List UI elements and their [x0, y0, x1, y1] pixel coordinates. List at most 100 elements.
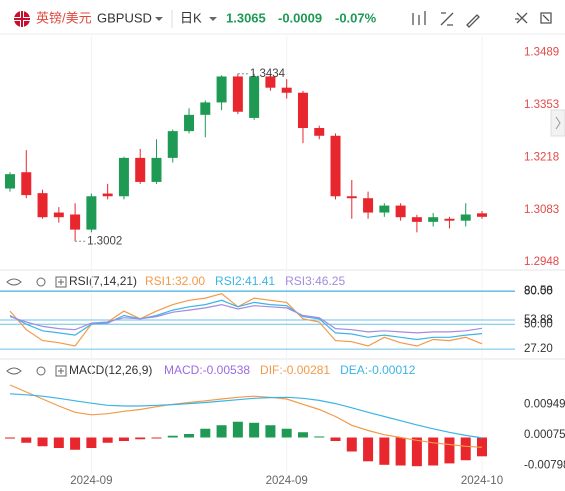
candle-body [184, 114, 195, 132]
fullscreen-button[interactable] [540, 12, 552, 24]
candle-body [216, 76, 227, 103]
macd-bar [265, 425, 276, 438]
settings-icon[interactable] [36, 277, 46, 287]
macd-bar [249, 422, 260, 438]
rsi-line [9, 293, 483, 347]
rsi-header: RSI(7,14,21) [6, 274, 137, 288]
x-tick-label: 2024-09 [266, 475, 308, 487]
macd-bar [379, 437, 390, 465]
y-tick-label: 1.3489 [524, 46, 559, 58]
macd-bar [330, 437, 341, 441]
candle-body [21, 172, 32, 196]
macd-line [9, 393, 483, 439]
macd-bar [53, 437, 64, 448]
candle-body [444, 218, 455, 221]
add-icon-cross [58, 368, 64, 374]
y-tick-label: 53.88 [524, 314, 553, 326]
candle-body [460, 214, 471, 221]
y-tick-label: 1.3083 [524, 204, 559, 216]
indicator-title: RSI(7,14,21) [69, 274, 137, 288]
candle-body [395, 205, 406, 218]
eye-icon[interactable] [6, 367, 22, 375]
compare-button[interactable] [515, 12, 528, 24]
last-price: 1.3065 [226, 10, 266, 25]
add-icon[interactable] [55, 276, 67, 288]
candle-body [477, 213, 487, 217]
y-tick-label: -0.00798 [524, 459, 565, 471]
y-tick-label: 50.00 [524, 318, 553, 330]
macd-bar [151, 437, 162, 439]
macd-bar [346, 437, 357, 452]
y-tick-label: 1.2948 [524, 256, 559, 268]
macd-bar [363, 437, 374, 462]
candle-body [232, 76, 243, 112]
annotation: 1.3002 [87, 235, 122, 247]
legend-entry: RSI1:32.00 [145, 274, 205, 288]
pair-name[interactable]: 英镑/美元 [36, 10, 92, 25]
side-controls [550, 109, 565, 137]
macd-bar [5, 437, 15, 439]
y-tick-label: 1.3353 [524, 99, 559, 111]
macd-bar [102, 437, 113, 443]
macd-bar [395, 437, 406, 466]
candle-body [53, 212, 64, 218]
legend-entry: RSI2:41.41 [215, 274, 275, 288]
symbol[interactable]: GBPUSD [97, 10, 152, 25]
macd-bar [184, 434, 195, 438]
macd-bar [428, 437, 439, 466]
macd-bar [37, 437, 48, 447]
rsi-line [9, 303, 483, 334]
candle-body [118, 157, 129, 197]
macd-bar [200, 428, 211, 438]
candle-body [330, 135, 341, 197]
y-tick-label: 0.00075 [524, 429, 565, 441]
y-tick-label: 27.20 [524, 343, 553, 355]
expand-button[interactable] [550, 109, 565, 137]
expand-icon [555, 116, 561, 130]
add-icon[interactable] [55, 365, 67, 377]
flag-icon [14, 11, 30, 27]
eye-icon[interactable] [6, 278, 22, 286]
price-change: -0.0009 [278, 10, 322, 25]
dropdown-icon[interactable] [155, 17, 163, 21]
indicator-title: MACD(12,26,9) [69, 363, 152, 377]
macd-bar [460, 437, 471, 461]
pen-button[interactable] [466, 14, 480, 28]
macd-bar [444, 437, 455, 464]
candle-body [167, 131, 178, 158]
dropdown-icon[interactable] [209, 17, 217, 21]
candle-body [265, 76, 276, 88]
legend-entry: MACD:-0.00538 [164, 363, 250, 377]
macd-bar [281, 428, 292, 438]
y-tick-label: 80.00 [524, 286, 553, 298]
macd-header: MACD(12,26,9) [6, 363, 152, 377]
price-change-pct: -0.07% [335, 10, 377, 25]
candle-body [102, 193, 113, 197]
macd-bar [167, 435, 178, 438]
candle-body [37, 193, 48, 218]
candle-body [151, 157, 162, 182]
period[interactable]: 日K [180, 10, 202, 25]
macd-bar [216, 425, 227, 438]
candle-body [363, 198, 374, 213]
legend-entry: RSI3:46.25 [285, 274, 345, 288]
macd-bar [135, 437, 146, 440]
x-tick-label: 2024-09 [70, 475, 112, 487]
y-tick-label: 0.00949 [524, 398, 565, 410]
y-tick-label: 1.3218 [524, 152, 559, 164]
annotation: 1.3434 [250, 68, 286, 80]
settings-icon[interactable] [36, 366, 46, 376]
add-icon-cross [58, 279, 64, 285]
macd-bar [86, 437, 97, 448]
candle-body [379, 205, 390, 213]
candle-body [428, 217, 439, 222]
macd-bar [232, 421, 243, 438]
candle-body [297, 92, 308, 129]
candle-body [346, 196, 357, 199]
draw-button[interactable] [440, 12, 454, 26]
macd-line [9, 384, 483, 448]
macd-bar [70, 437, 81, 450]
legend-entry: DIF:-0.00281 [260, 363, 330, 377]
indicator-button[interactable] [412, 11, 426, 25]
